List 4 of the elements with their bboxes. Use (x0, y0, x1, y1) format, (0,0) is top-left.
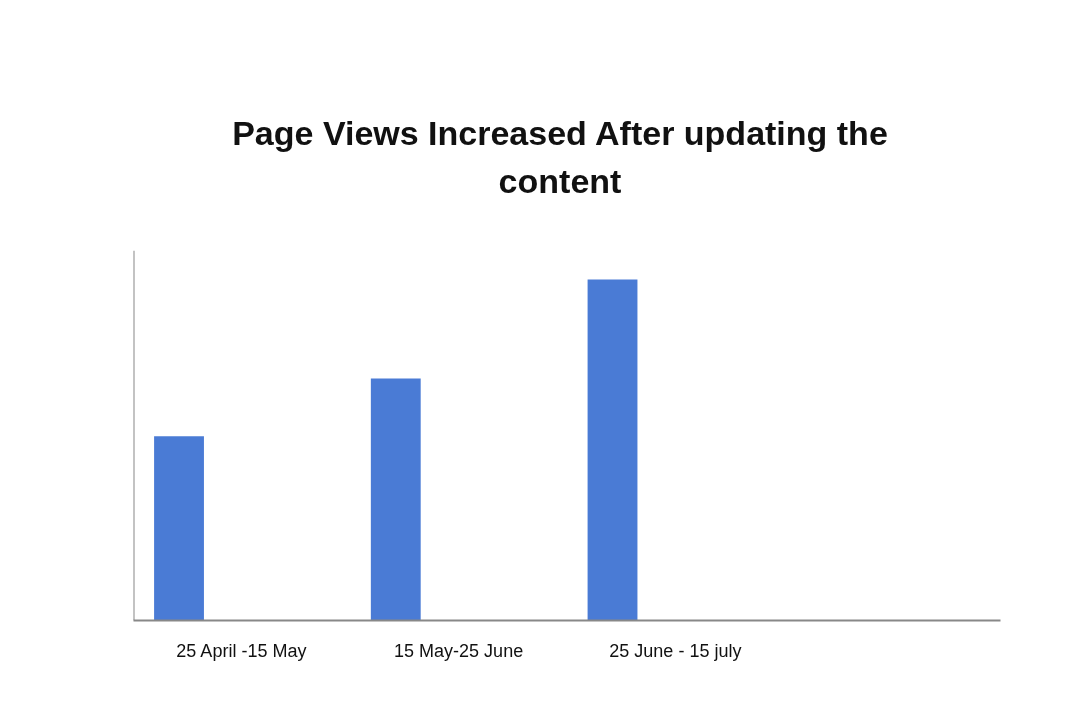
x-tick-label: 25 June - 15 july (609, 640, 742, 661)
x-tick-label: 25 April -15 May (176, 640, 307, 661)
x-tick-label: 15 May-25 June (394, 640, 524, 661)
chart-title: Page Views Increased After updating the content (231, 113, 889, 202)
